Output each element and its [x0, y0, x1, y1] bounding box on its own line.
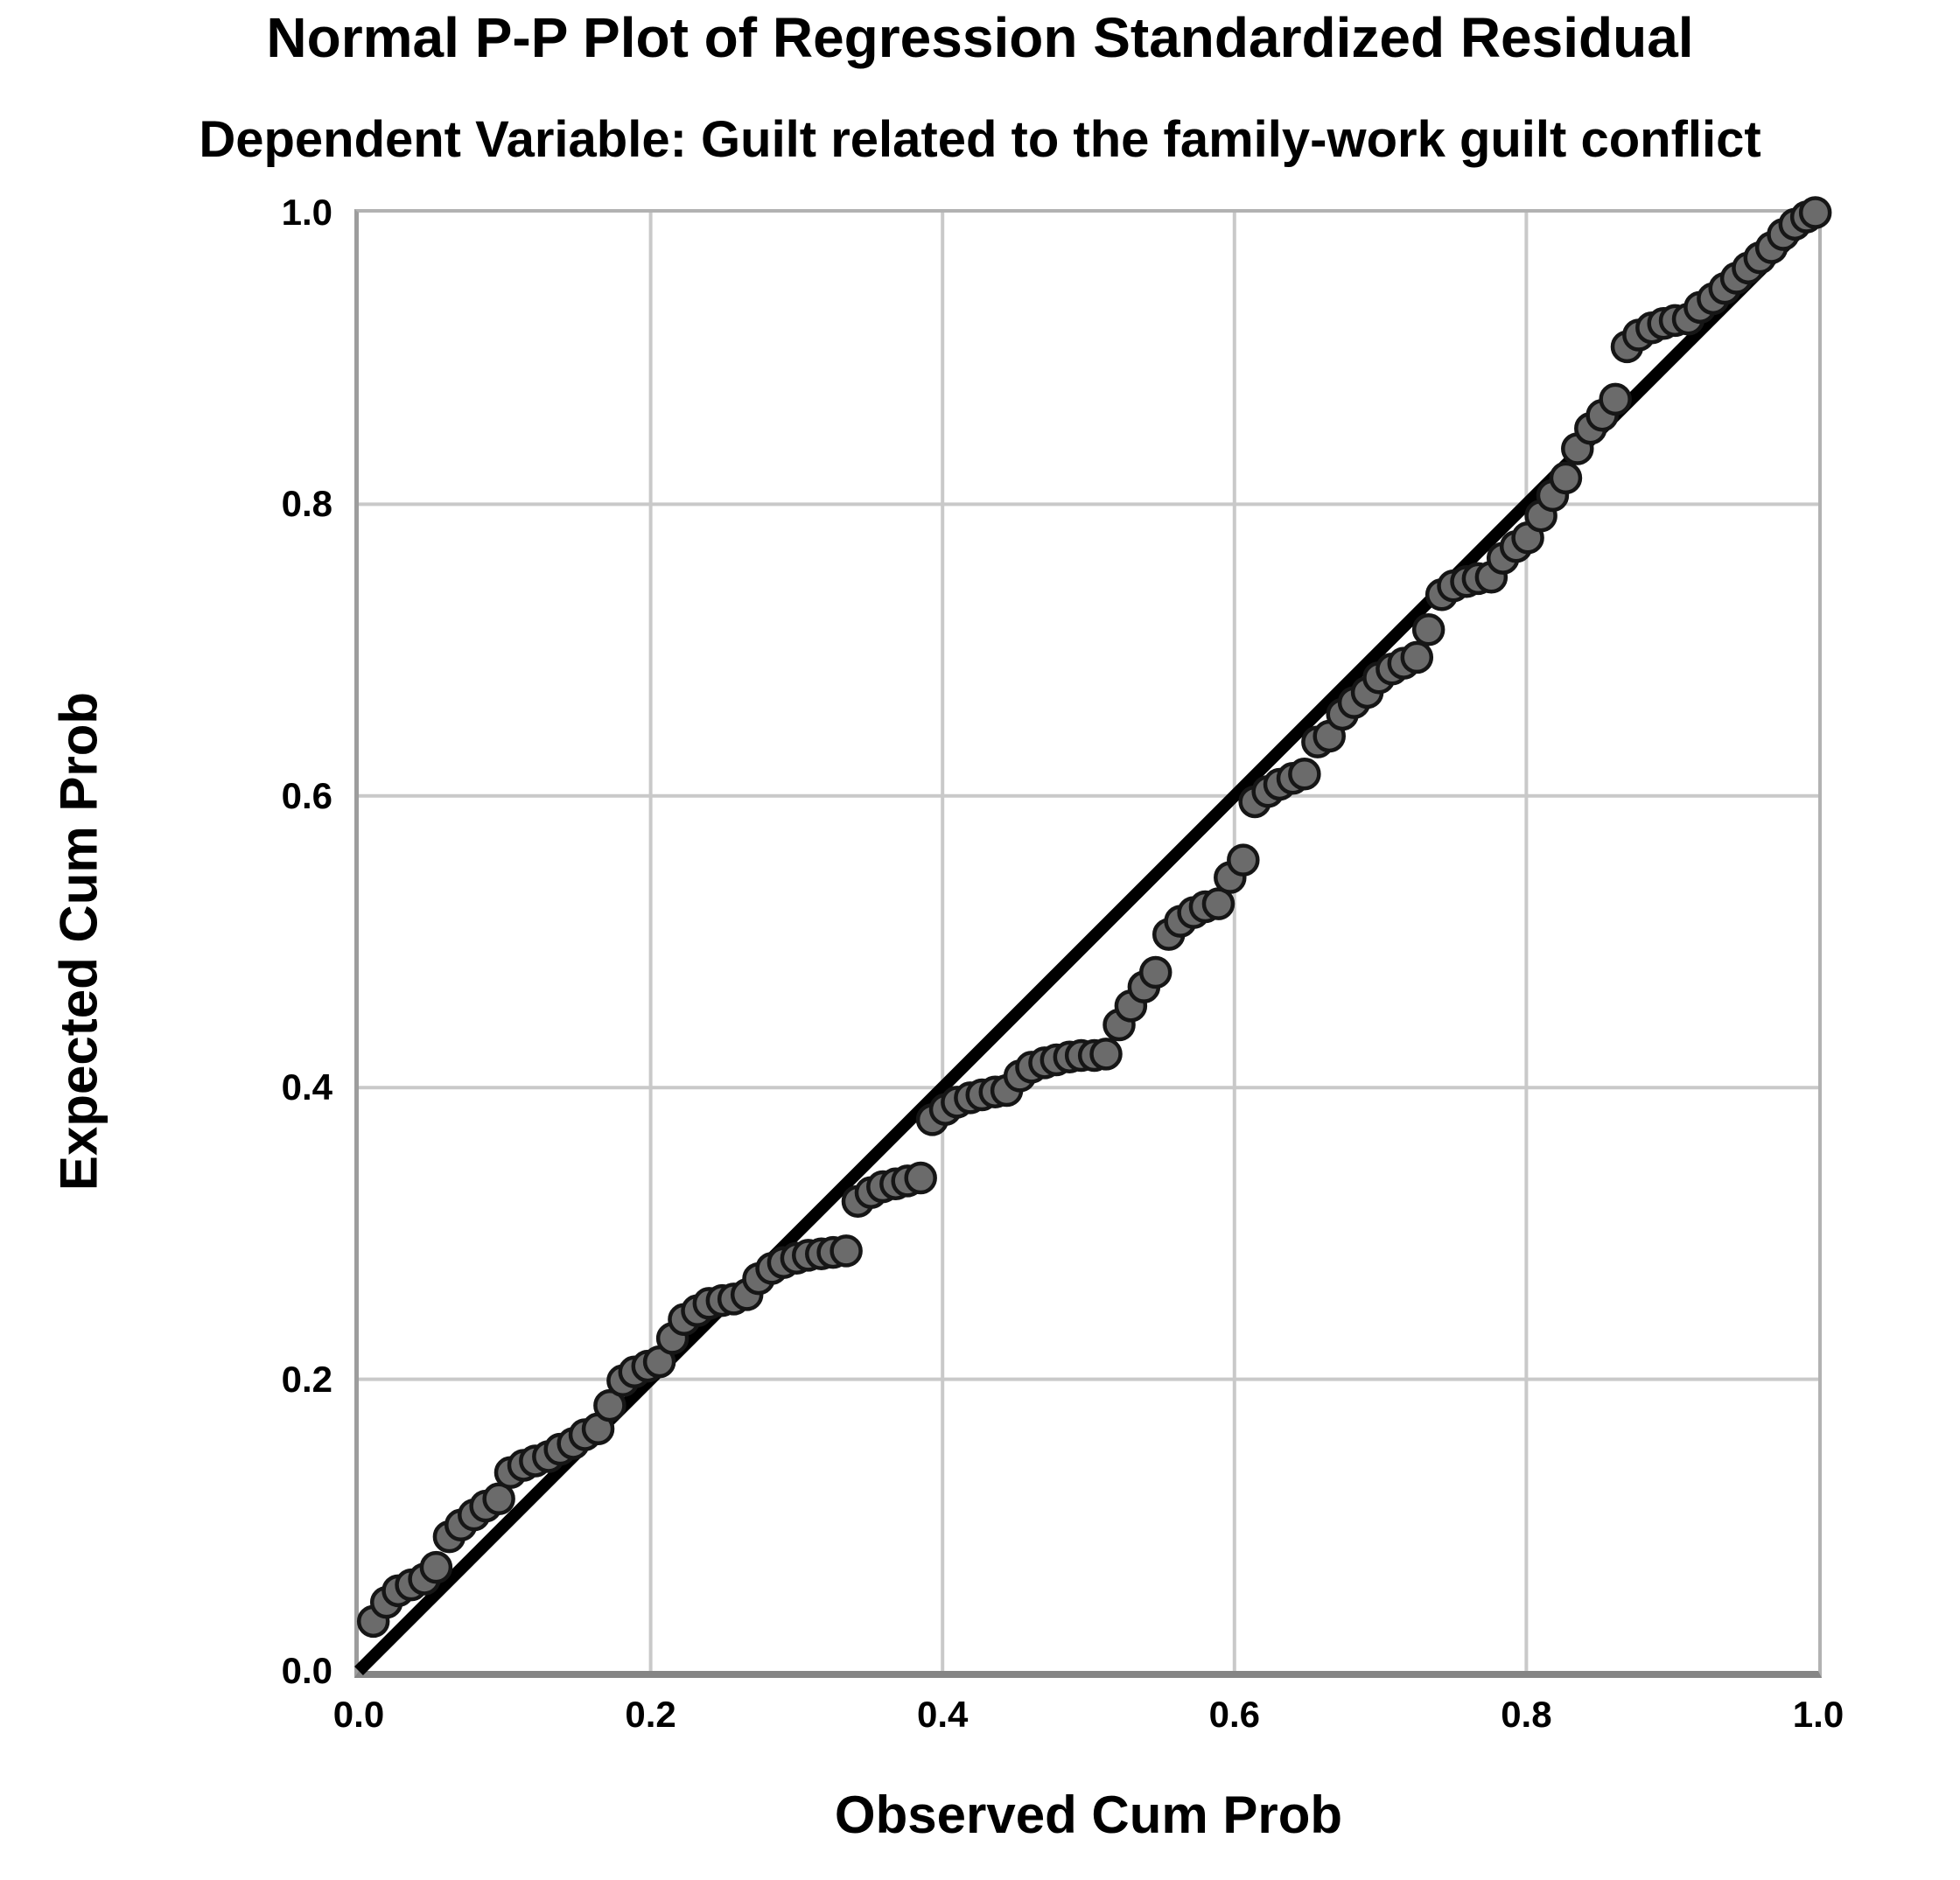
y-tick-label: 0.2 — [281, 1358, 332, 1400]
y-tick-label: 0.8 — [281, 483, 332, 525]
scatter-point — [1138, 955, 1172, 989]
chart-subtitle: Dependent Variable: Guilt related to the… — [199, 111, 1761, 168]
scatter-point — [1798, 196, 1832, 229]
page-title: Normal P-P Plot of Regression Standardiz… — [266, 6, 1694, 69]
y-tick-label: 0.6 — [281, 774, 332, 816]
scatter-point — [830, 1234, 863, 1268]
x-tick-label: 0.0 — [332, 1694, 385, 1735]
x-tick-label: 0.6 — [1208, 1694, 1260, 1735]
y-tick-label: 0.4 — [281, 1066, 332, 1108]
scatter-point — [1288, 758, 1321, 791]
chart-canvas — [354, 196, 1832, 1675]
y-tick-label: 0.0 — [281, 1650, 332, 1691]
scatter-point — [1599, 382, 1632, 416]
scatter-point — [1400, 640, 1434, 674]
x-axis-title: Observed Cum Prob — [834, 1786, 1343, 1844]
scatter-point — [1089, 1038, 1123, 1071]
scatter-point — [593, 1388, 626, 1422]
plot-area — [354, 196, 1832, 1678]
scatter-point — [904, 1161, 937, 1195]
y-axis-tick-labels: 0.0 0.2 0.4 0.6 0.8 1.0 — [0, 192, 343, 1691]
scatter-point — [1549, 461, 1583, 495]
x-tick-label: 0.2 — [625, 1694, 676, 1735]
x-tick-label: 0.4 — [916, 1694, 969, 1735]
scatter-point — [482, 1482, 515, 1516]
scatter-point — [1227, 843, 1260, 877]
x-axis-tick-labels: 0.0 0.2 0.4 0.6 0.8 1.0 — [333, 1692, 1844, 1741]
scatter-point — [1411, 613, 1446, 646]
scatter-point — [1201, 887, 1236, 920]
y-tick-label: 1.0 — [281, 192, 332, 233]
scatter-point — [419, 1550, 453, 1584]
x-tick-label: 0.8 — [1501, 1694, 1552, 1735]
x-tick-label: 1.0 — [1792, 1694, 1844, 1735]
